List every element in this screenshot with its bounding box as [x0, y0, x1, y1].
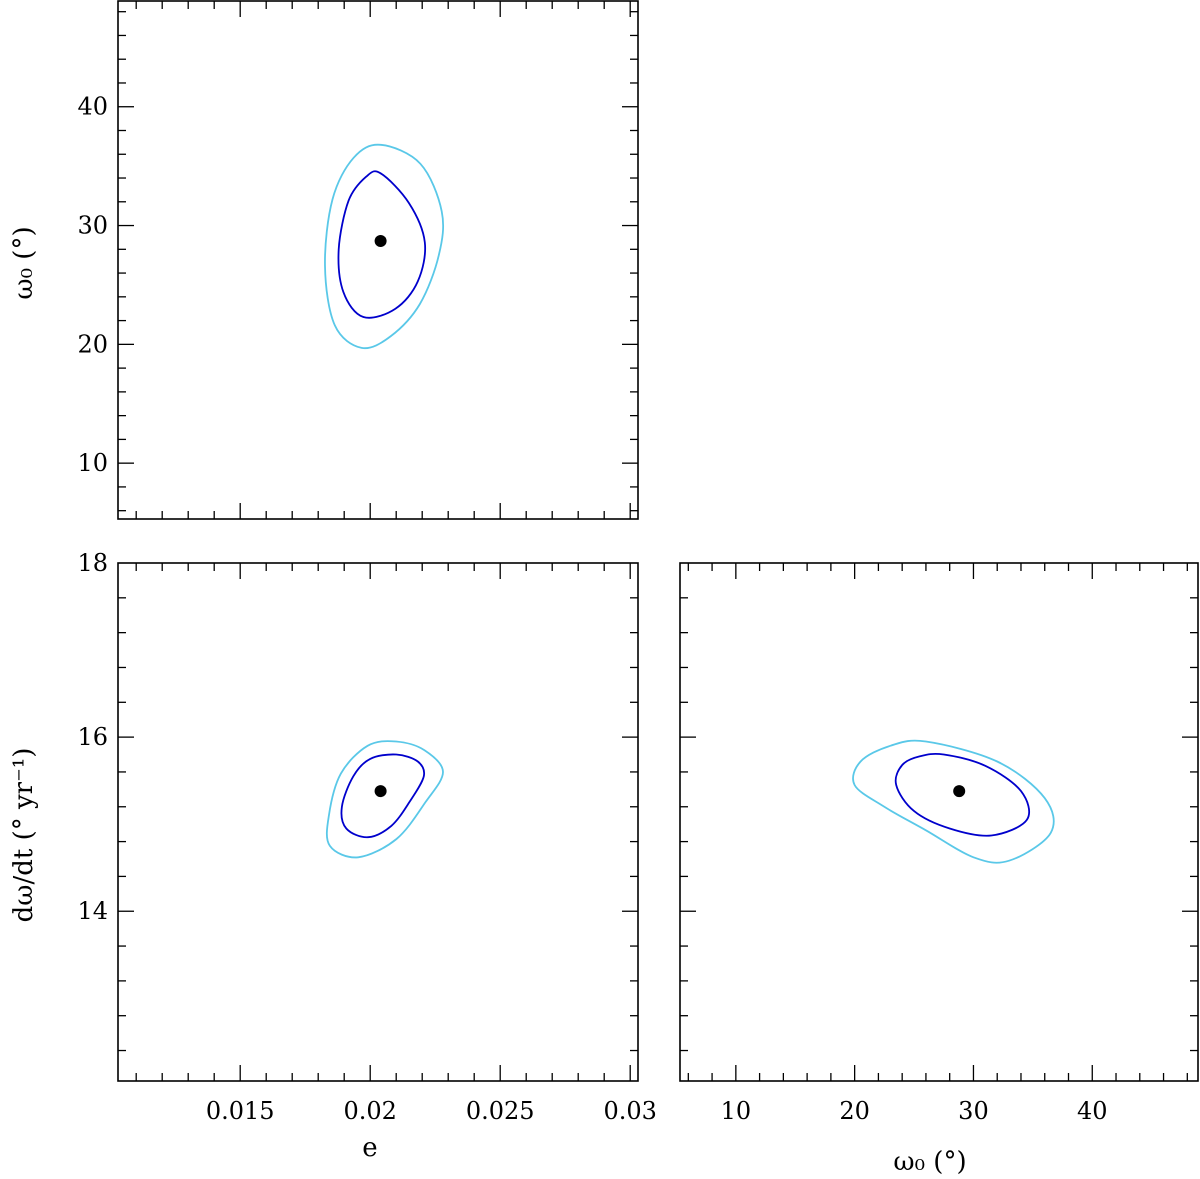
panel-e-vs-omega0-frame [117, 0, 639, 520]
panel-omega0-vs-domega-dt-contours [852, 739, 1055, 864]
panel-e-vs-omega0-contours [324, 143, 445, 350]
x-tick-label: 0.03 [603, 1097, 656, 1125]
y-tick-label: 30 [77, 212, 108, 240]
x-tick-label: 30 [958, 1097, 989, 1125]
inner-contour [340, 753, 426, 839]
panel-omega0-vs-domega-dt-x-tick-labels: 10 20 30 40 [721, 1097, 1108, 1125]
inner-contour [337, 170, 427, 319]
best-fit-point [374, 785, 387, 798]
panel-e-vs-domega-dt-x-axis-label: e [362, 1133, 377, 1163]
panel-omega0-vs-domega-dt-frame [679, 562, 1199, 1082]
inner-contour [894, 752, 1030, 837]
x-tick-label: 0.02 [343, 1097, 396, 1125]
panel-e-vs-omega0-y-tick-labels: 10 20 30 40 [77, 93, 108, 477]
panel-e-vs-domega-dt-y-tick-labels: 14 16 18 [77, 549, 108, 925]
panel-e-vs-omega0-y-axis-label: ω₀ (°) [9, 226, 39, 299]
best-fit-point [374, 234, 387, 247]
panel-e-vs-domega-dt-frame [117, 562, 639, 1082]
best-fit-point [953, 785, 966, 798]
x-tick-label: 10 [721, 1097, 752, 1125]
panel-e-vs-domega-dt-contours [325, 740, 444, 859]
y-tick-label: 18 [77, 549, 108, 577]
x-tick-label: 40 [1077, 1097, 1108, 1125]
y-tick-label: 10 [77, 449, 108, 477]
outer-contour [852, 739, 1055, 864]
x-tick-label: 0.015 [206, 1097, 275, 1125]
y-tick-label: 20 [77, 330, 108, 358]
panel-omega0-vs-domega-dt-ticks [680, 563, 1198, 1081]
y-tick-label: 40 [77, 93, 108, 121]
panel-e-vs-omega0-ticks [118, 1, 638, 519]
panel-e-vs-domega-dt-x-tick-labels: 0.015 0.02 0.025 0.03 [206, 1097, 657, 1125]
panel-e-vs-domega-dt-y-axis-label: dω/dt (° yr⁻¹) [9, 748, 39, 923]
panel-e-vs-domega-dt: 14 16 18 0.015 0.02 0.025 0.03 e dω/dt (° yr⁻… [9, 549, 657, 1163]
outer-contour [325, 740, 444, 859]
x-tick-label: 20 [839, 1097, 870, 1125]
outer-contour [324, 143, 445, 350]
y-tick-label: 14 [77, 897, 108, 925]
panel-e-vs-domega-dt-ticks [118, 563, 638, 1081]
panel-omega0-vs-domega-dt: 10 20 30 40 ω₀ (°) [679, 562, 1199, 1177]
y-tick-label: 16 [77, 723, 108, 751]
x-tick-label: 0.025 [466, 1097, 535, 1125]
panel-e-vs-omega0: 10 20 30 40 ω₀ (°) [9, 0, 639, 520]
panel-omega0-vs-domega-dt-x-axis-label: ω₀ (°) [893, 1147, 966, 1177]
